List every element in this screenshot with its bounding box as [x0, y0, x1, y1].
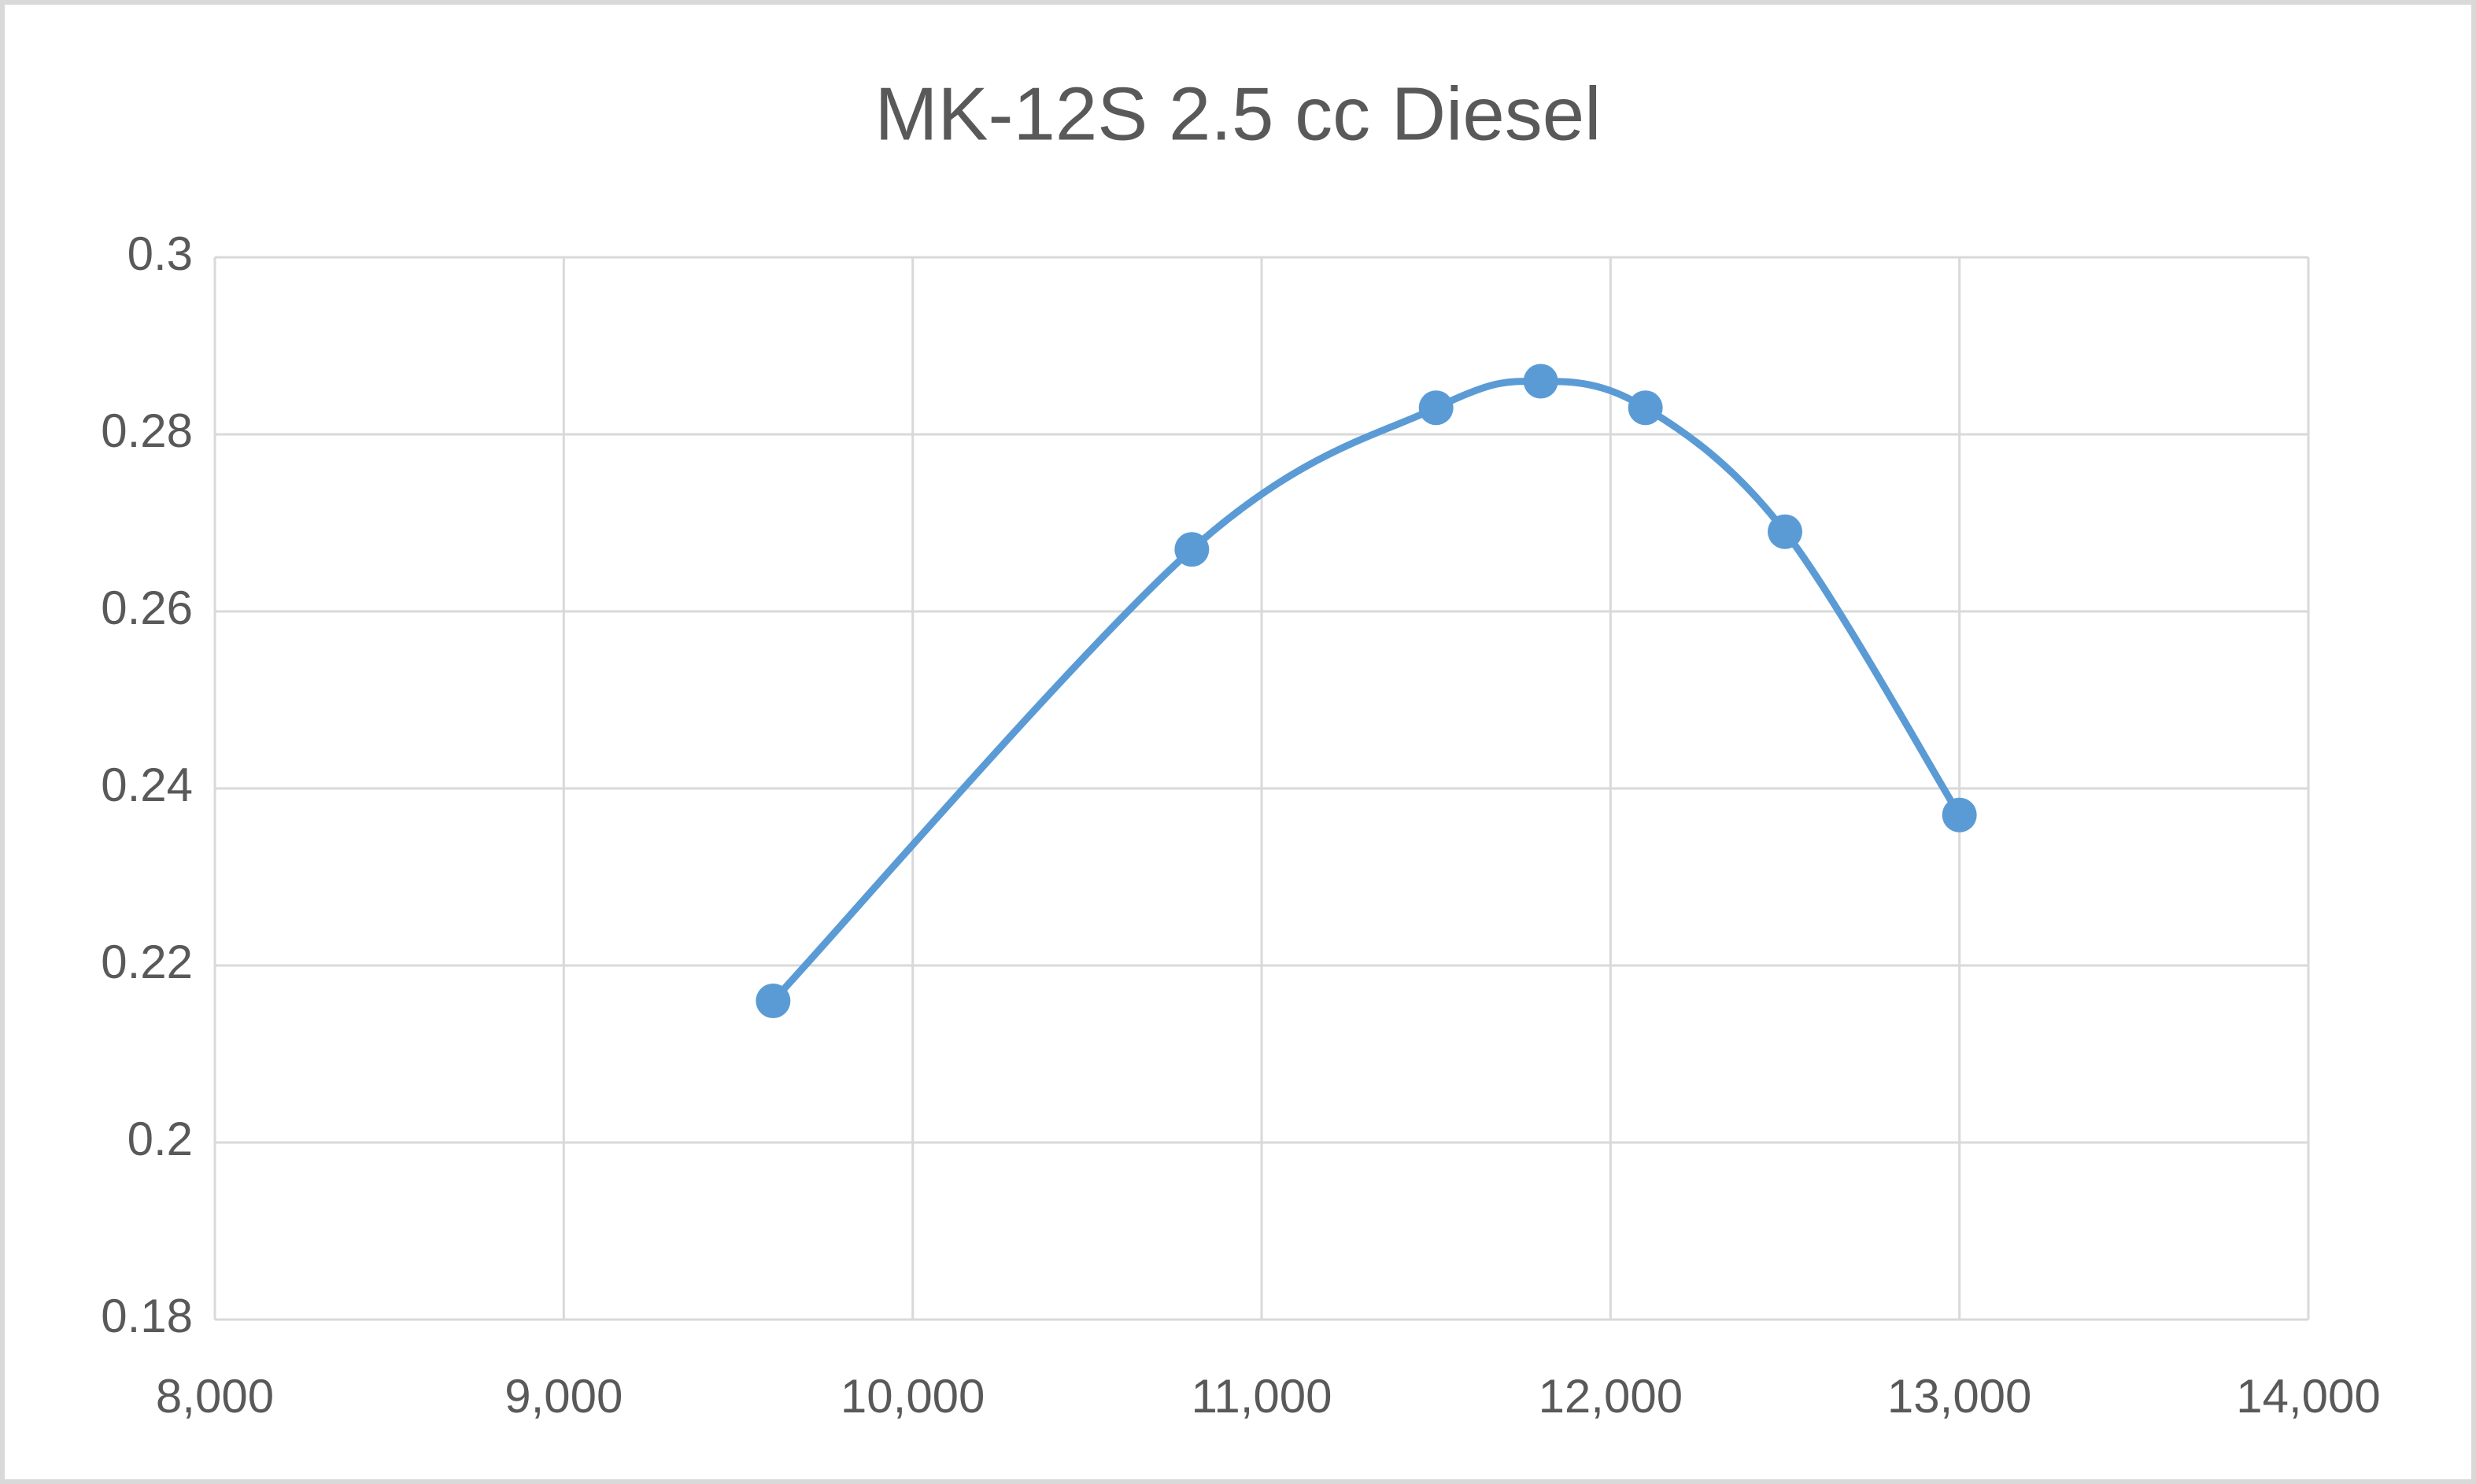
point [1942, 797, 1977, 832]
point [1174, 532, 1210, 567]
y-tick-label: 0.3 [127, 227, 193, 280]
point [756, 984, 791, 1018]
x-tick-label: 12,000 [1539, 1370, 1683, 1423]
y-tick-label: 0.26 [101, 581, 193, 634]
point [1418, 390, 1454, 426]
x-tick-label: 9,000 [504, 1370, 623, 1423]
y-tick-label: 0.24 [101, 759, 193, 811]
x-tick-label: 13,000 [1887, 1370, 2032, 1423]
x-tick-label: 11,000 [1191, 1370, 1332, 1423]
y-tick-label: 0.22 [101, 936, 193, 988]
line [771, 377, 1963, 1004]
point [1523, 364, 1558, 399]
point [1628, 390, 1663, 426]
chart-title: MK-12S 2.5 cc Diesel [874, 72, 1601, 156]
y-tick-label: 0.28 [101, 404, 193, 457]
y-tick-label: 0.2 [127, 1113, 193, 1165]
x-tick-label: 10,000 [841, 1370, 985, 1423]
y-tick-label: 0.18 [101, 1290, 193, 1342]
point [1768, 514, 1802, 549]
x-tick-label: 14,000 [2236, 1370, 2381, 1423]
x-tick-label: 8,000 [156, 1370, 274, 1423]
